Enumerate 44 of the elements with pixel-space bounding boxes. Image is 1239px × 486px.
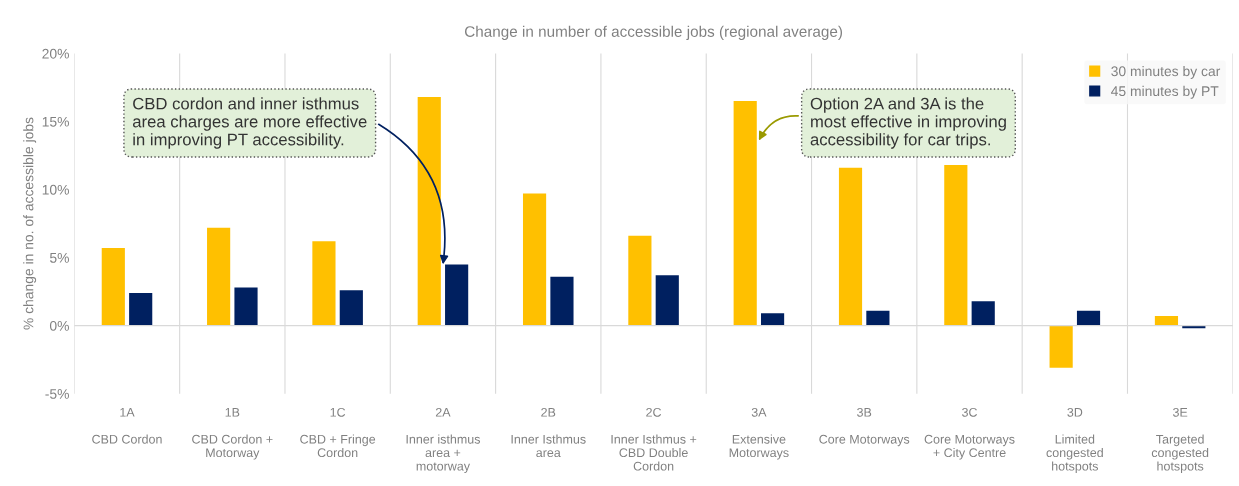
category-label: 3B Core Motorways	[819, 407, 910, 447]
category-label: 1A CBD Cordon	[92, 408, 162, 444]
category-label: 1B CBD Cordon + Motorway	[192, 408, 273, 460]
bar	[522, 193, 547, 326]
bar	[417, 97, 441, 326]
bar	[628, 235, 652, 326]
bar	[1076, 310, 1101, 326]
bar	[101, 248, 125, 326]
bar	[655, 275, 679, 326]
category-label: 3D Limited congested hotspots	[1046, 407, 1103, 474]
chart-title: Change in number of accessible jobs (regional average)	[464, 25, 843, 40]
bar	[550, 276, 574, 326]
bar	[866, 310, 890, 326]
legend-label: 30 minutes by car	[1111, 65, 1221, 79]
category-label: 3E Targeted congested hotspots	[1151, 407, 1209, 474]
category-label: 2B Inner Isthmus area	[511, 407, 586, 458]
y-tick-label: -5%	[45, 389, 69, 399]
bar	[207, 227, 231, 326]
annotation: CBD cordon and inner isthmus area charges are more effective in improving PT accessibility.	[132, 97, 367, 149]
bar	[760, 313, 785, 326]
bar	[1154, 316, 1179, 326]
category-label: 3C Core Motorways + City Centre	[924, 407, 1015, 460]
category-label: 2C Inner Isthmus + CBD Double Cordon	[611, 407, 697, 471]
bar	[339, 290, 363, 326]
bar	[312, 241, 336, 326]
y-tick-label: 15%	[42, 116, 69, 127]
bar	[944, 165, 968, 326]
category-label: 1C CBD + Fringe Cordon	[300, 407, 376, 458]
bar	[971, 301, 995, 326]
bar	[445, 264, 469, 326]
y-tick-label: 20%	[42, 48, 69, 59]
y-tick-label: 0%	[49, 320, 69, 331]
bar	[234, 287, 258, 326]
annotation: Option 2A and 3A is the most effective in improving accessibility for car trips.	[810, 97, 1006, 149]
y-tick-label: 5%	[49, 252, 69, 263]
bar	[733, 101, 757, 326]
bar	[129, 292, 153, 326]
y-axis-title: % change in no. of accessible jobs	[23, 117, 37, 330]
y-tick-label: 10%	[42, 184, 69, 195]
bar	[838, 167, 863, 326]
legend-label: 45 minutes by PT	[1111, 85, 1219, 99]
category-label: 3A Extensive Motorways	[729, 407, 789, 460]
category-label: 2A Inner isthmus area + motorway	[406, 407, 481, 474]
bar	[1049, 325, 1073, 368]
